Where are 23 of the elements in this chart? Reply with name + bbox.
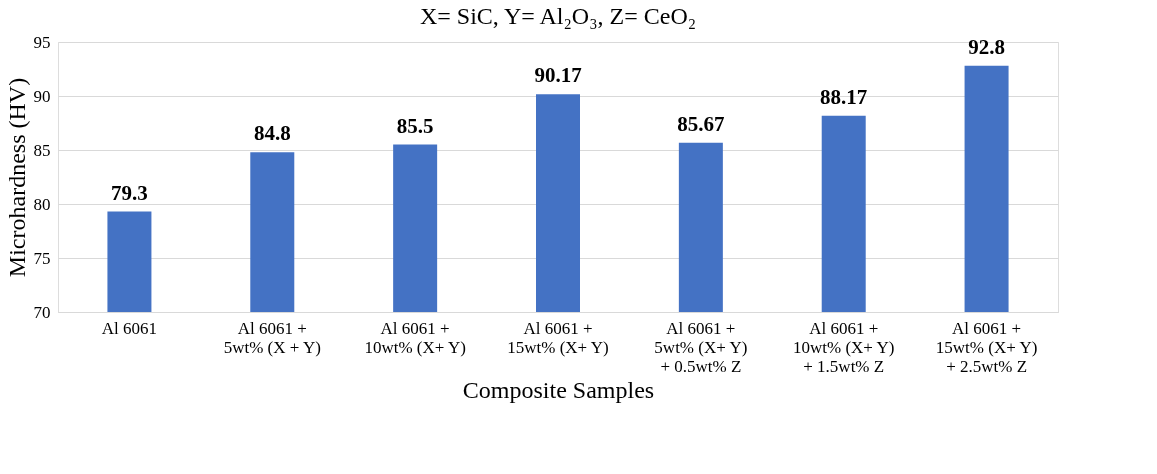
x-tick-label: Al 6061 + 5wt% (X + Y) (223, 318, 321, 357)
y-tick-label: 95 (33, 32, 51, 52)
x-tick-label: Al 6061 + 15wt% (X+ Y) (507, 318, 609, 357)
chart-title: X= SiC, Y= Al₂O₃, Z= CeO₂ (419, 3, 697, 29)
y-axis-title: Microhardness (HV) (3, 77, 30, 278)
y-tick-label: 85 (33, 140, 51, 160)
data-label: 88.17 (820, 84, 868, 109)
x-axis-title: Composite Samples (462, 376, 655, 403)
data-label: 90.17 (534, 63, 582, 88)
x-tick-label: Al 6061 (101, 318, 158, 338)
x-tick-label: Al 6061 + 10wt% (X+ Y) + 1.5wt% Z (792, 318, 895, 376)
x-tick-label: Al 6061 + 5wt% (X+ Y) + 0.5wt% Z (654, 318, 748, 376)
x-tick-label: Al 6061 + 10wt% (X+ Y) (364, 318, 466, 357)
data-label: 79.3 (111, 180, 148, 205)
y-tick-label: 90 (33, 86, 51, 106)
data-label: 84.8 (253, 121, 291, 146)
data-label: 85.67 (677, 111, 725, 136)
y-tick-label: 70 (33, 302, 51, 322)
y-tick-label: 80 (33, 194, 51, 214)
x-tick-label: Al 6061 + 15wt% (X+ Y) + 2.5wt% Z (935, 318, 1038, 376)
y-tick-label: 75 (33, 248, 51, 268)
data-label: 92.8 (968, 34, 1005, 59)
data-label: 85.5 (396, 113, 434, 138)
